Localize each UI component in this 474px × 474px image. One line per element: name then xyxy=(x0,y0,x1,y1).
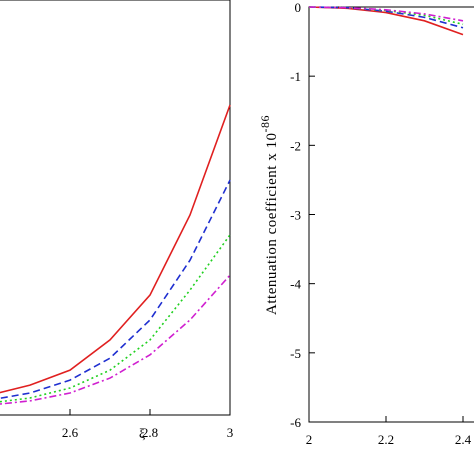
y-tick-label: 0 xyxy=(295,0,302,15)
y-axis-label: Attenuation coefficient x 10-86 xyxy=(258,115,280,315)
series-line xyxy=(0,104,231,394)
x-axis-label: ξ xyxy=(139,427,145,442)
y-label-text: Attenuation coefficient x 10 xyxy=(264,133,280,315)
plot-frame xyxy=(308,6,474,423)
series-line xyxy=(0,179,231,400)
x-tick-label: 3 xyxy=(227,425,234,440)
y-tick-label: -6 xyxy=(290,415,301,430)
y-tick-label: -3 xyxy=(290,208,301,223)
x-tick-label: 2.8 xyxy=(142,425,158,440)
y-tick-label: -5 xyxy=(290,346,301,361)
plot-frame xyxy=(0,0,231,416)
series-line xyxy=(308,6,464,22)
y-tick-label: -2 xyxy=(290,138,301,153)
x-tick-label: 2 xyxy=(306,432,313,447)
x-tick-label: 2.4 xyxy=(455,432,472,447)
y-tick-label: -1 xyxy=(290,69,301,84)
x-tick-label: 2.6 xyxy=(62,425,79,440)
series-line xyxy=(0,274,231,405)
x-tick-label: 2.2 xyxy=(378,432,394,447)
y-label-exponent: -86 xyxy=(258,115,272,133)
y-tick-label: -4 xyxy=(290,277,301,292)
series-line xyxy=(0,234,231,403)
